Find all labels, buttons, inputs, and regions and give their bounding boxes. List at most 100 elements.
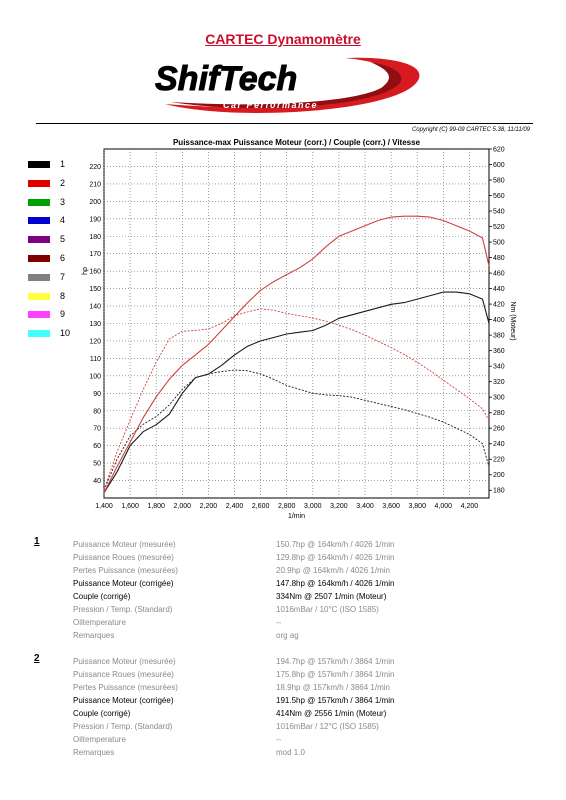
result-value: 175.8hp @ 157km/h / 3864 1/min (276, 670, 395, 679)
legend-swatch (28, 273, 50, 281)
y-tick-label: 120 (89, 338, 101, 345)
x-tick-label: 2,600 (252, 503, 270, 510)
result-value: 191.5hp @ 157km/h / 3864 1/min (276, 696, 395, 705)
run-number-1: 1 (34, 536, 40, 547)
legend-label: 1 (60, 159, 66, 169)
y-tick-label: 190 (89, 216, 101, 223)
x-tick-label: 3,200 (330, 503, 348, 510)
y-tick-label: 140 (89, 304, 101, 311)
x-tick-label: 2,200 (200, 503, 218, 510)
y2-tick-label: 360 (493, 348, 505, 355)
x-axis-label: 1/min (288, 513, 305, 520)
legend-label: 8 (60, 290, 66, 301)
result-row: Couple (corrigé) 334Nm @ 2507 1/min (Mote… (0, 592, 566, 604)
series-2-torque-line (103, 308, 490, 491)
y2-axis-label: Nm (Moteur) (509, 301, 516, 340)
result-value: 1016mBar / 10°C (ISO 1585) (276, 605, 379, 614)
result-label: Oiltemperature (73, 735, 126, 744)
result-label: Puissance Roues (mesurée) (73, 553, 174, 562)
y2-tick-label: 440 (493, 286, 505, 293)
result-row: Pression / Temp. (Standard) 1016mBar / 10… (0, 605, 566, 617)
result-row: Puissance Moteur (mesurée) 194.7hp @ 157k… (0, 657, 566, 669)
result-value: 414Nm @ 2556 1/min (Moteur) (276, 709, 387, 718)
result-label: Puissance Moteur (mesurée) (73, 540, 176, 549)
legend-swatch (28, 311, 50, 319)
legend-label: 4 (60, 215, 66, 226)
result-row: Oiltemperature -- (0, 735, 566, 747)
result-row: Oiltemperature -- (0, 618, 566, 630)
chart-title: Puissance-max Puissance Moteur (corr.) /… (172, 138, 421, 147)
result-label: Pression / Temp. (Standard) (73, 605, 173, 614)
y2-tick-label: 320 (493, 379, 505, 386)
result-row: Pression / Temp. (Standard) 1016mBar / 12… (0, 722, 566, 734)
y2-tick-label: 280 (493, 410, 505, 417)
y-tick-label: 220 (89, 164, 101, 171)
result-row: Remarques org ag (0, 631, 566, 643)
y2-tick-label: 460 (493, 271, 505, 278)
x-tick-label: 2,000 (174, 503, 192, 510)
y-tick-label: 180 (89, 234, 101, 241)
legend-swatch (28, 198, 50, 206)
y-axis-label: hp (82, 267, 89, 275)
result-value: 334Nm @ 2507 1/min (Moteur) (276, 592, 387, 601)
y-tick-label: 150 (89, 286, 101, 293)
legend-label: 9 (60, 309, 66, 320)
y2-tick-label: 180 (493, 488, 505, 495)
result-label: Oiltemperature (73, 618, 126, 627)
legend-swatch (28, 330, 50, 338)
page-title[interactable]: CARTEC Dynamomètre (205, 31, 361, 47)
run-number-2: 2 (34, 653, 40, 664)
logo-swoosh-inner (171, 62, 402, 108)
copyright-text: Copyright (C) 99-09 CARTEC 5.38, 11/11/0… (411, 127, 530, 133)
result-label: Pertes Puissance (mesurées) (73, 566, 178, 575)
series-2-power-line (103, 215, 490, 494)
y-tick-label: 170 (89, 251, 101, 258)
x-tick-label: 3,800 (408, 503, 426, 510)
result-value: org ag (276, 631, 299, 640)
y2-tick-label: 520 (493, 224, 505, 231)
y-tick-label: 70 (93, 426, 101, 433)
result-row: Pertes Puissance (mesurées) 20.9hp @ 164k… (0, 566, 566, 578)
y2-tick-label: 400 (493, 317, 505, 324)
result-value: 147.8hp @ 164km/h / 4026 1/min (276, 579, 395, 588)
x-tick-label: 2,800 (278, 503, 296, 510)
y-tick-label: 210 (89, 181, 101, 188)
x-tick-label: 4,200 (461, 503, 479, 510)
y2-tick-label: 480 (493, 255, 505, 262)
header-rule (36, 123, 533, 124)
result-value: 194.7hp @ 157km/h / 3864 1/min (276, 657, 395, 666)
y-tick-label: 50 (93, 461, 101, 468)
result-label: Remarques (73, 631, 115, 640)
y-tick-label: 60 (93, 443, 101, 450)
result-row: Puissance Moteur (corrigée) 191.5hp @ 157… (0, 696, 566, 708)
x-tick-label: 1,800 (147, 503, 165, 510)
result-value: 20.9hp @ 164km/h / 4026 1/min (276, 566, 390, 575)
result-row: Puissance Moteur (mesurée) 150.7hp @ 164k… (0, 540, 566, 552)
result-label: Couple (corrigé) (73, 592, 131, 601)
dyno-chart: 1,400 1,600 1,800 2,000 2,200 2,400 2,600 2,800… (82, 147, 516, 521)
legend-label: 6 (60, 252, 66, 263)
legend-swatch (28, 292, 50, 300)
legend-label: 2 (60, 177, 66, 188)
y-tick-label: 100 (89, 373, 101, 380)
result-value: -- (276, 618, 282, 627)
legend-label: 5 (60, 234, 66, 245)
x-tick-label: 1,400 (95, 503, 113, 510)
y2-tick-label: 260 (493, 426, 505, 433)
result-value: 150.7hp @ 164km/h / 4026 1/min (276, 540, 395, 549)
result-value: -- (276, 735, 282, 744)
series-1-torque-line (103, 369, 490, 491)
result-label: Puissance Moteur (mesurée) (73, 657, 176, 666)
legend-swatch (28, 217, 50, 225)
result-row: Remarques mod 1.0 (0, 748, 566, 760)
x-tick-label: 1,600 (121, 503, 139, 510)
y2-tick-label: 420 (493, 302, 505, 309)
y-tick-label: 130 (89, 321, 101, 328)
shiftech-logo: ShifTech Car Performance (155, 57, 420, 113)
y-tick-label: 80 (93, 408, 101, 415)
y2-tick-label: 500 (493, 240, 505, 247)
result-label: Remarques (73, 748, 115, 757)
legend-swatch (28, 161, 50, 168)
y2-tick-label: 340 (493, 364, 505, 371)
x-tick-label: 3,400 (356, 503, 374, 510)
